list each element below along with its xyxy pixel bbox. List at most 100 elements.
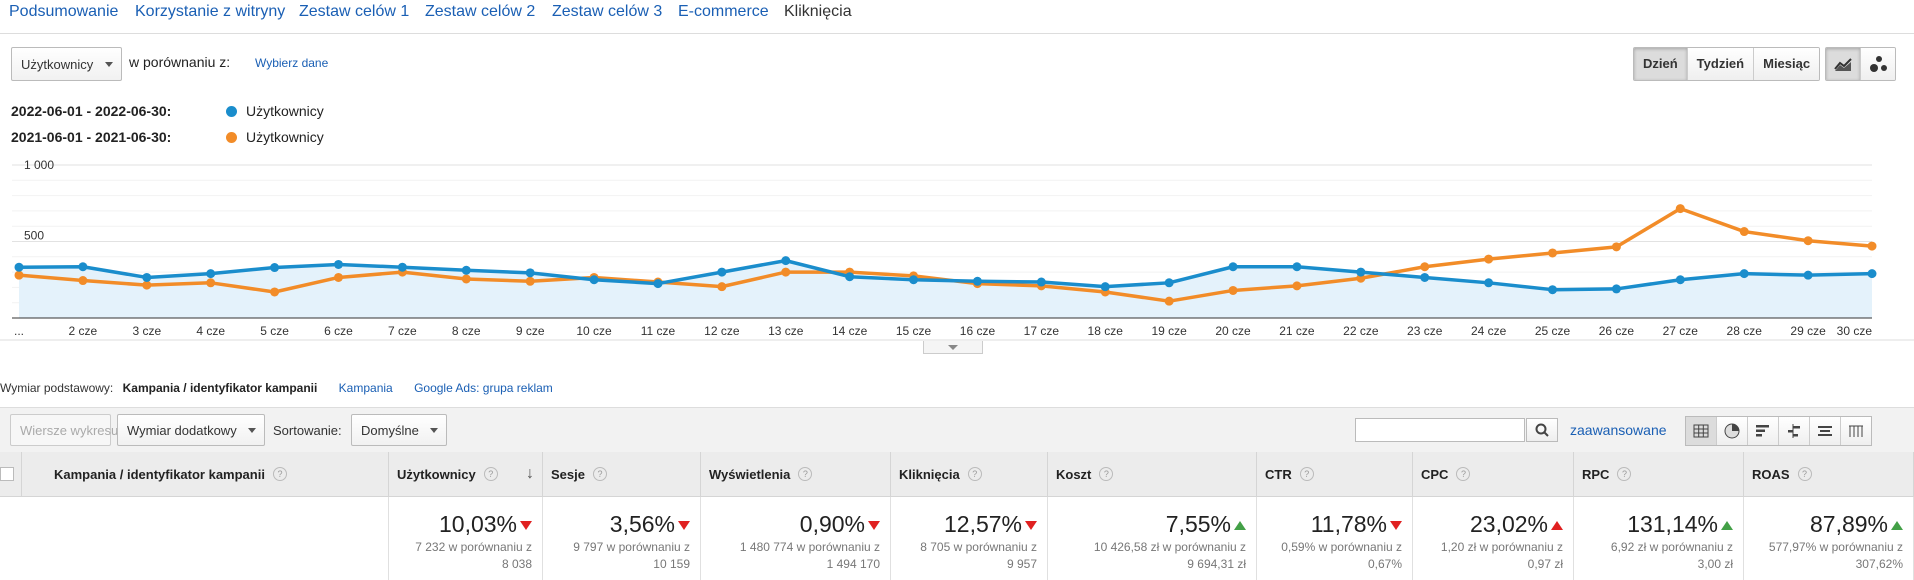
chevron-down-icon xyxy=(430,428,438,433)
help-icon[interactable]: ? xyxy=(1099,467,1114,481)
help-icon[interactable]: ? xyxy=(1797,467,1812,481)
change-percent: 11,78% xyxy=(1310,511,1387,537)
comparison-text: 577,97% w porównaniu z xyxy=(1768,540,1903,554)
pivot-view-button[interactable] xyxy=(1840,417,1871,445)
x-tick-label: 29 cze xyxy=(1790,324,1826,338)
tab-zestaw-celow-3[interactable]: Zestaw celów 3 xyxy=(552,3,663,20)
secondary-dimension-dropdown[interactable]: Wymiar dodatkowy xyxy=(117,414,265,446)
x-tick-label: 9 cze xyxy=(516,324,545,338)
help-icon[interactable]: ? xyxy=(798,467,813,481)
table-view-button[interactable] xyxy=(1686,417,1716,445)
data-point-previous xyxy=(525,276,535,286)
x-tick-label: 8 cze xyxy=(452,324,481,338)
metric-dropdown[interactable]: Użytkownicy xyxy=(11,47,122,81)
x-tick-label: 10 cze xyxy=(576,324,612,338)
data-point-current xyxy=(1548,285,1558,295)
period-day-button[interactable]: Dzień xyxy=(1634,48,1687,80)
advanced-filter-link[interactable]: zaawansowane xyxy=(1570,422,1667,438)
arrow-up-icon xyxy=(1721,521,1733,531)
plot-rows-button[interactable]: Wiersze wykresu xyxy=(10,414,118,446)
help-icon[interactable]: ? xyxy=(592,467,607,481)
period-week-button[interactable]: Tydzień xyxy=(1686,48,1754,80)
change-percent: 131,14% xyxy=(1627,511,1718,537)
column-header-clicks[interactable]: Kliknięcia? xyxy=(891,452,1048,497)
line-chart-icon xyxy=(1834,58,1852,71)
column-header-impressions[interactable]: Wyświetlenia? xyxy=(701,452,891,497)
help-icon[interactable]: ? xyxy=(1617,467,1632,481)
comparison-value: 0,67% xyxy=(1367,557,1402,571)
arrow-up-icon xyxy=(1891,521,1903,531)
summary-cell-impressions: 0,90% 1 480 774 w porównaniu z 1 494 170 xyxy=(701,497,891,580)
x-tick-label: 6 cze xyxy=(324,324,353,338)
data-point-current xyxy=(1803,270,1813,280)
tab-ecommerce[interactable]: E-commerce xyxy=(678,3,769,20)
period-month-button[interactable]: Miesiąc xyxy=(1753,48,1820,80)
search-button[interactable] xyxy=(1526,418,1558,442)
help-icon[interactable]: ? xyxy=(272,467,287,481)
term-cloud-button[interactable] xyxy=(1809,417,1840,445)
legend-dot xyxy=(226,105,237,117)
data-point-previous xyxy=(206,278,216,288)
dimension-header[interactable]: Kampania / identyfikator kampanii ? xyxy=(22,452,389,497)
primary-dimension-active: Kampania / identyfikator kampanii xyxy=(122,381,318,395)
period-selector: Dzień Tydzień Miesiąc xyxy=(1633,47,1821,81)
data-point-previous xyxy=(1867,241,1877,251)
data-point-previous xyxy=(14,270,24,280)
sort-arrow-down-icon[interactable]: ↓ xyxy=(526,465,534,482)
x-tick-label: 22 cze xyxy=(1343,324,1379,338)
x-tick-label: 13 cze xyxy=(768,324,804,338)
dimension-link-kampania[interactable]: Kampania xyxy=(338,381,393,395)
column-header-cpc[interactable]: CPC? xyxy=(1413,452,1574,497)
select-all-checkbox[interactable] xyxy=(0,467,14,481)
data-point-previous xyxy=(461,274,471,284)
column-header-roas[interactable]: ROAS? xyxy=(1744,452,1914,497)
chart-collapse-handle[interactable] xyxy=(923,341,983,354)
summary-cell-roas: 87,89% 577,97% w porównaniu z 307,62% xyxy=(1744,497,1914,580)
data-point-previous xyxy=(1164,296,1174,306)
dimension-link-adgroup[interactable]: Google Ads: grupa reklam xyxy=(414,381,553,395)
search-icon xyxy=(1535,423,1549,437)
data-point-current xyxy=(333,259,343,269)
pivot-view-icon xyxy=(1849,425,1863,437)
tab-klikniecia[interactable]: Kliknięcia xyxy=(784,3,852,20)
data-point-current xyxy=(653,279,663,289)
data-point-current xyxy=(1228,262,1238,272)
chevron-down-icon xyxy=(248,428,256,433)
x-tick-label: 25 cze xyxy=(1535,324,1571,338)
tab-korzystanie[interactable]: Korzystanie z witryny xyxy=(135,3,286,20)
column-header-ctr[interactable]: CTR? xyxy=(1257,452,1413,497)
comparison-value: 3,00 zł xyxy=(1697,557,1733,571)
help-icon[interactable]: ? xyxy=(1299,467,1314,481)
choose-data-link[interactable]: Wybierz dane xyxy=(255,56,329,70)
tab-zestaw-celow-2[interactable]: Zestaw celów 2 xyxy=(425,3,536,20)
x-tick-label: 18 cze xyxy=(1088,324,1124,338)
comparison-view-button[interactable] xyxy=(1778,417,1809,445)
comparison-value: 9 957 xyxy=(1006,557,1037,571)
data-point-current xyxy=(142,272,152,282)
column-header-users[interactable]: Użytkownicy? ↓ xyxy=(389,452,543,497)
performance-view-button[interactable] xyxy=(1747,417,1778,445)
line-chart-button[interactable] xyxy=(1826,48,1860,80)
comparison-view-icon xyxy=(1788,424,1800,438)
sort-dropdown[interactable]: Domyślne xyxy=(351,414,447,446)
column-header-cost[interactable]: Koszt? xyxy=(1048,452,1257,497)
column-header-sessions[interactable]: Sesje? xyxy=(543,452,701,497)
motion-chart-button[interactable] xyxy=(1860,48,1895,80)
help-icon[interactable]: ? xyxy=(967,467,982,481)
data-point-current xyxy=(1164,278,1174,288)
column-header-label: CTR xyxy=(1265,466,1292,482)
data-point-current xyxy=(1420,272,1430,282)
x-tick-label: ... xyxy=(14,324,24,338)
pie-view-button[interactable] xyxy=(1716,417,1747,445)
table-search-input[interactable] xyxy=(1355,418,1525,442)
column-header-rpc[interactable]: RPC? xyxy=(1574,452,1744,497)
data-point-current xyxy=(1867,269,1877,279)
help-icon[interactable]: ? xyxy=(483,467,498,481)
tab-podsumowanie[interactable]: Podsumowanie xyxy=(9,3,119,20)
tab-zestaw-celow-1[interactable]: Zestaw celów 1 xyxy=(299,3,410,20)
summary-cell-sessions: 3,56% 9 797 w porównaniu z 10 159 xyxy=(543,497,701,580)
data-point-current xyxy=(206,269,216,279)
help-icon[interactable]: ? xyxy=(1456,467,1471,481)
x-tick-label: 17 cze xyxy=(1024,324,1060,338)
comparison-text: 0,59% w porównaniu z xyxy=(1281,540,1402,554)
